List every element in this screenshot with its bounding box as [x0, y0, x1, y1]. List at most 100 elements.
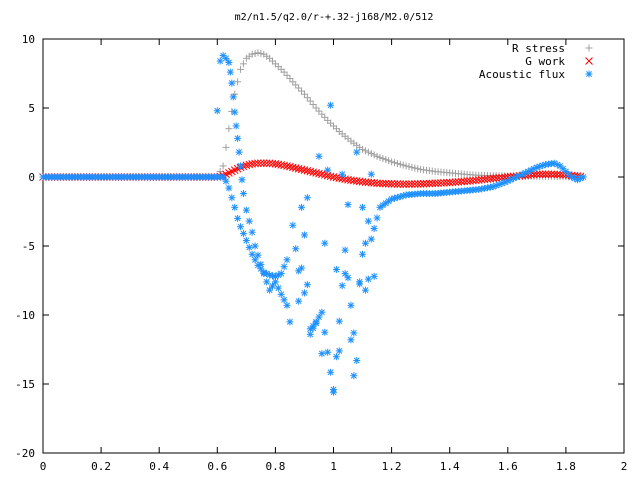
- data-point: [530, 170, 538, 179]
- data-point: [405, 163, 413, 171]
- data-point: [274, 271, 282, 279]
- data-point: [393, 180, 402, 188]
- data-point: [550, 170, 559, 179]
- data-point: [318, 170, 326, 179]
- data-point: [229, 93, 237, 101]
- data-point: [384, 179, 393, 188]
- data-point: [303, 281, 311, 289]
- legend-label: Acoustic flux: [479, 68, 565, 81]
- data-point: [283, 162, 291, 170]
- data-point: [332, 353, 340, 361]
- data-point: [411, 164, 419, 172]
- data-point: [353, 357, 361, 365]
- data-point: [280, 263, 288, 271]
- series-layer: [39, 49, 587, 396]
- data-point: [553, 170, 562, 179]
- data-point: [292, 81, 300, 89]
- y-tick-label: -15: [15, 378, 35, 391]
- data-point: [489, 183, 497, 191]
- data-point: [361, 286, 369, 294]
- data-point: [309, 101, 317, 109]
- data-point: [541, 170, 550, 179]
- data-point: [251, 242, 259, 250]
- x-tick-label: 0.4: [149, 460, 169, 473]
- data-point: [405, 180, 413, 188]
- data-point: [257, 159, 265, 168]
- data-point: [413, 180, 422, 188]
- y-tick-label: -20: [15, 447, 35, 460]
- legend-marker: [585, 44, 593, 52]
- data-point: [387, 180, 396, 188]
- x-tick-label: 1.2: [382, 460, 402, 473]
- data-point: [422, 179, 431, 188]
- data-point: [239, 190, 247, 198]
- data-point: [303, 94, 311, 102]
- data-point: [277, 270, 285, 278]
- legend-label: R stress: [512, 42, 565, 55]
- data-point: [556, 170, 564, 179]
- data-point: [242, 236, 250, 244]
- data-point: [226, 68, 234, 76]
- data-point: [437, 179, 445, 187]
- data-point: [408, 163, 416, 171]
- data-point: [312, 318, 320, 326]
- y-tick-label: 0: [28, 171, 35, 184]
- data-point: [298, 203, 306, 211]
- x-tick-label: 1.6: [498, 460, 518, 473]
- axis-ticks: 0 0.2 0.4 0.6 0.8 1 1.2 1.4 1.6 1.8 2 10 5 0 -5 -10 -15 -…: [15, 33, 627, 473]
- data-point: [379, 155, 387, 163]
- x-tick-label: 0: [40, 460, 47, 473]
- data-point: [297, 165, 306, 174]
- data-point: [280, 296, 288, 304]
- data-point: [222, 54, 230, 62]
- data-point: [237, 162, 245, 170]
- data-point: [381, 179, 390, 188]
- data-point: [237, 65, 245, 73]
- data-point: [356, 280, 364, 288]
- x-tick-label: 0.8: [265, 460, 285, 473]
- data-point: [364, 148, 372, 156]
- data-point: [312, 169, 320, 177]
- x-tick-label: 2: [621, 460, 628, 473]
- data-point: [248, 250, 256, 258]
- data-point: [353, 148, 361, 156]
- data-point: [344, 201, 352, 209]
- y-tick-label: -10: [15, 309, 35, 322]
- data-point: [289, 78, 297, 86]
- data-point: [347, 301, 355, 309]
- y-tick-label: -5: [22, 240, 35, 253]
- data-point: [234, 78, 242, 86]
- data-point: [271, 278, 279, 286]
- data-point: [393, 159, 401, 167]
- data-point: [237, 223, 245, 231]
- data-point: [259, 159, 268, 168]
- data-point: [248, 50, 256, 58]
- data-point: [330, 388, 337, 396]
- data-point: [280, 68, 288, 76]
- data-point: [262, 159, 271, 168]
- data-point: [234, 214, 242, 222]
- data-point: [295, 297, 303, 305]
- data-point: [326, 172, 335, 181]
- data-point: [283, 71, 291, 79]
- data-point: [231, 203, 239, 211]
- data-point: [306, 330, 314, 338]
- data-point: [399, 161, 407, 169]
- data-point: [425, 179, 434, 188]
- data-point: [228, 79, 236, 87]
- data-point: [359, 145, 367, 153]
- data-point: [359, 250, 367, 258]
- chart-title: m2/n1.5/q2.0/r-+.32-j168/M2.0/512: [235, 12, 434, 23]
- data-point: [364, 217, 372, 225]
- data-point: [260, 270, 268, 278]
- data-point: [283, 256, 291, 264]
- data-point: [370, 179, 379, 187]
- data-point: [216, 57, 224, 65]
- data-point: [320, 171, 329, 179]
- data-point: [309, 324, 317, 332]
- data-point: [298, 87, 306, 95]
- data-point: [286, 162, 294, 171]
- data-point: [321, 113, 329, 121]
- data-point: [235, 148, 243, 156]
